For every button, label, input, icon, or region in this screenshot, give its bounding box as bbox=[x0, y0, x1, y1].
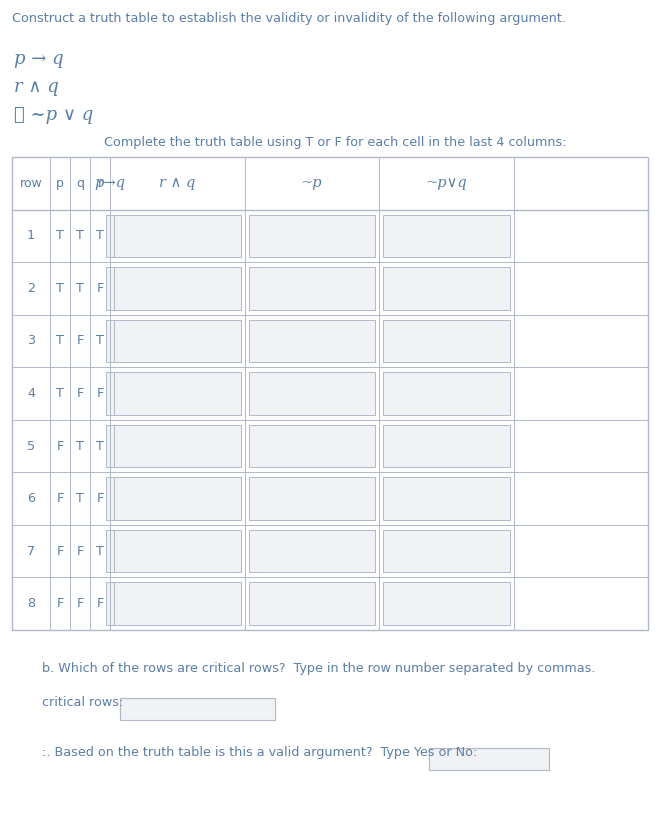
Bar bbox=[249, 425, 375, 468]
Text: F: F bbox=[96, 492, 104, 505]
Text: Construct a truth table to establish the validity or invalidity of the following: Construct a truth table to establish the… bbox=[12, 12, 566, 25]
Bar bbox=[114, 372, 241, 415]
Text: p → q: p → q bbox=[14, 50, 64, 68]
Bar bbox=[120, 698, 275, 720]
Bar bbox=[249, 215, 375, 257]
Text: T: T bbox=[76, 282, 84, 295]
Bar bbox=[383, 478, 509, 520]
Text: b. Which of the rows are critical rows?  Type in the row number separated by com: b. Which of the rows are critical rows? … bbox=[42, 662, 596, 675]
Bar bbox=[383, 320, 509, 362]
Bar bbox=[114, 478, 241, 520]
Text: T: T bbox=[96, 439, 104, 453]
Text: ∴ ~p ∨ q: ∴ ~p ∨ q bbox=[14, 106, 93, 124]
Text: T: T bbox=[56, 230, 64, 242]
Text: :. Based on the truth table is this a valid argument?  Type Yes or No:: :. Based on the truth table is this a va… bbox=[42, 746, 477, 759]
Text: row: row bbox=[19, 177, 42, 190]
Bar bbox=[114, 583, 241, 625]
Bar bbox=[106, 267, 114, 310]
Bar bbox=[249, 478, 375, 520]
Text: ~p∨q: ~p∨q bbox=[425, 176, 467, 190]
Text: T: T bbox=[56, 282, 64, 295]
Text: T: T bbox=[76, 230, 84, 242]
Text: r: r bbox=[97, 177, 103, 190]
Text: p: p bbox=[56, 177, 64, 190]
Bar bbox=[249, 583, 375, 625]
Bar bbox=[114, 425, 241, 468]
Text: F: F bbox=[56, 439, 64, 453]
Text: F: F bbox=[56, 544, 64, 558]
Text: F: F bbox=[76, 544, 84, 558]
Bar bbox=[383, 267, 509, 310]
Bar bbox=[383, 583, 509, 625]
Bar bbox=[429, 748, 549, 770]
Text: 8: 8 bbox=[27, 597, 35, 610]
Bar bbox=[114, 267, 241, 310]
Bar bbox=[114, 320, 241, 362]
Text: Complete the truth table using T or F for each cell in the last 4 columns:: Complete the truth table using T or F fo… bbox=[104, 136, 566, 149]
Text: T: T bbox=[56, 387, 64, 400]
Bar bbox=[12, 157, 648, 630]
Text: 3: 3 bbox=[27, 335, 35, 347]
Text: p→q: p→q bbox=[94, 176, 125, 190]
Bar bbox=[249, 320, 375, 362]
Text: F: F bbox=[96, 282, 104, 295]
Text: F: F bbox=[76, 387, 84, 400]
Bar bbox=[106, 320, 114, 362]
Text: 7: 7 bbox=[27, 544, 35, 558]
Text: T: T bbox=[96, 544, 104, 558]
Text: critical rows:: critical rows: bbox=[42, 696, 123, 709]
Text: F: F bbox=[56, 492, 64, 505]
Bar bbox=[114, 215, 241, 257]
Text: 2: 2 bbox=[27, 282, 35, 295]
Text: T: T bbox=[96, 335, 104, 347]
Bar bbox=[383, 425, 509, 468]
Text: F: F bbox=[96, 597, 104, 610]
Bar bbox=[249, 267, 375, 310]
Bar bbox=[106, 425, 114, 468]
Bar bbox=[383, 530, 509, 573]
Text: T: T bbox=[76, 492, 84, 505]
Text: 4: 4 bbox=[27, 387, 35, 400]
Text: F: F bbox=[76, 597, 84, 610]
Text: F: F bbox=[76, 335, 84, 347]
Bar bbox=[114, 530, 241, 573]
Text: F: F bbox=[96, 387, 104, 400]
Text: T: T bbox=[76, 439, 84, 453]
Text: ~p: ~p bbox=[301, 176, 322, 190]
Bar bbox=[249, 372, 375, 415]
Bar bbox=[106, 583, 114, 625]
Text: T: T bbox=[56, 335, 64, 347]
Bar bbox=[249, 530, 375, 573]
Bar bbox=[106, 372, 114, 415]
Text: 1: 1 bbox=[27, 230, 35, 242]
Text: F: F bbox=[56, 597, 64, 610]
Bar bbox=[383, 215, 509, 257]
Text: 5: 5 bbox=[27, 439, 35, 453]
Bar bbox=[106, 215, 114, 257]
Text: r ∧ q: r ∧ q bbox=[159, 176, 196, 190]
Text: r ∧ q: r ∧ q bbox=[14, 78, 59, 96]
Bar bbox=[383, 372, 509, 415]
Bar bbox=[106, 530, 114, 573]
Text: q: q bbox=[76, 177, 84, 190]
Text: T: T bbox=[96, 230, 104, 242]
Text: 6: 6 bbox=[27, 492, 35, 505]
Bar bbox=[106, 478, 114, 520]
